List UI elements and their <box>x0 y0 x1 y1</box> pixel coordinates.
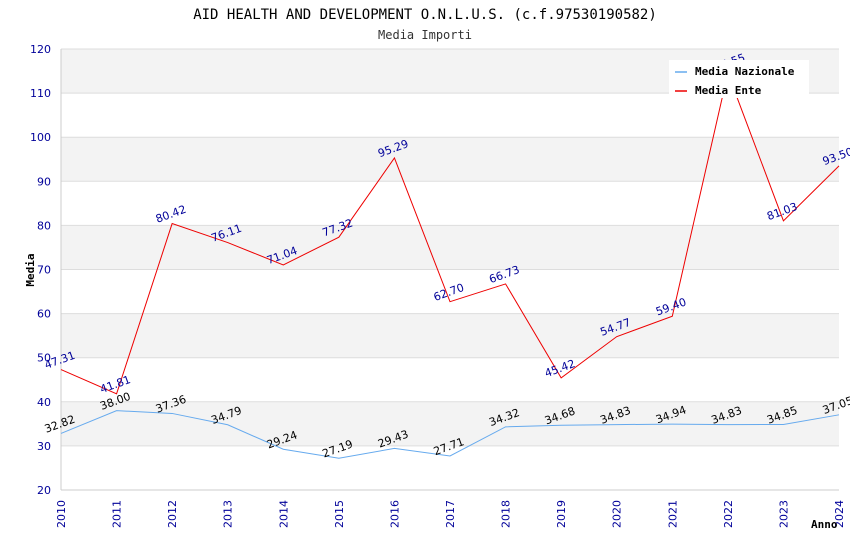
chart-subtitle: Media Importi <box>378 28 472 42</box>
grid-band <box>61 225 839 270</box>
x-tick-label: 2024 <box>833 500 846 528</box>
y-tick-label: 120 <box>30 43 51 56</box>
grid-band <box>61 445 839 490</box>
x-tick-label: 2020 <box>611 500 624 528</box>
y-tick-label: 40 <box>37 396 51 409</box>
plot-area <box>60 48 839 491</box>
grid-band <box>61 93 839 138</box>
y-tick-label: 100 <box>30 131 51 144</box>
legend: Media Nazionale Media Ente <box>669 60 809 98</box>
series-line <box>60 410 840 459</box>
grid-band <box>61 313 839 358</box>
grid-band <box>61 401 839 446</box>
y-tick-label: 80 <box>37 219 51 232</box>
y-axis-ticks: 20 30 40 50 60 70 80 90 100 110 120 <box>30 43 51 497</box>
x-tick-label: 2018 <box>500 500 513 528</box>
y-tick-label: 60 <box>37 308 51 321</box>
series-line <box>60 71 840 395</box>
x-tick-label: 2010 <box>55 500 68 528</box>
x-tick-label: 2014 <box>277 500 290 528</box>
x-tick-label: 2022 <box>722 500 735 528</box>
legend-label-media-nazionale: Media Nazionale <box>695 65 795 78</box>
x-tick-label: 2017 <box>444 500 457 528</box>
legend-box <box>669 60 809 98</box>
y-tick-label: 110 <box>30 87 51 100</box>
y-axis-label: Media <box>24 253 37 286</box>
legend-label-media-ente: Media Ente <box>695 84 762 97</box>
chart-title: AID HEALTH AND DEVELOPMENT O.N.L.U.S. (c… <box>193 7 657 23</box>
grid-band <box>61 269 839 314</box>
y-tick-label: 90 <box>37 175 51 188</box>
x-tick-label: 2021 <box>666 500 679 528</box>
grid-band <box>61 137 839 182</box>
x-tick-label: 2016 <box>388 500 401 528</box>
grid-band <box>61 357 839 402</box>
x-tick-label: 2013 <box>222 500 235 528</box>
x-axis-ticks: 2010 2011 2012 2013 2014 2015 2016 2017 2018 2019… <box>55 500 846 528</box>
x-tick-label: 2019 <box>555 500 568 528</box>
grid-band <box>61 181 839 226</box>
x-tick-label: 2015 <box>333 500 346 528</box>
y-tick-label: 70 <box>37 264 51 277</box>
x-tick-label: 2023 <box>777 500 790 528</box>
y-tick-label: 50 <box>37 352 51 365</box>
y-tick-label: 20 <box>37 484 51 497</box>
series-layer <box>60 71 840 459</box>
x-tick-label: 2012 <box>166 500 179 528</box>
y-tick-label: 30 <box>37 440 51 453</box>
x-tick-label: 2011 <box>111 500 124 528</box>
x-axis-label: Anno <box>811 518 838 531</box>
